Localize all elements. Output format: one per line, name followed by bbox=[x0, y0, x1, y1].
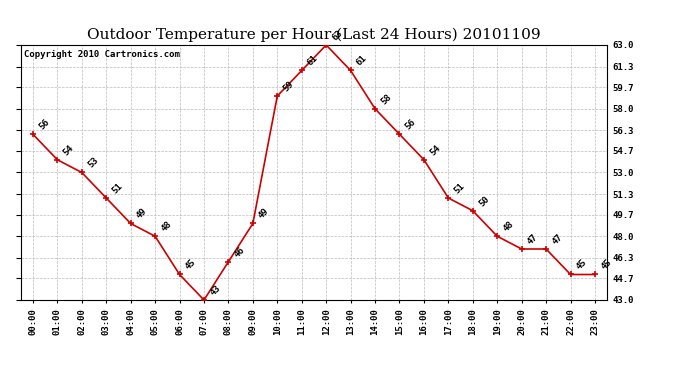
Text: Copyright 2010 Cartronics.com: Copyright 2010 Cartronics.com bbox=[23, 50, 179, 59]
Text: 54: 54 bbox=[428, 143, 442, 157]
Text: 63: 63 bbox=[331, 28, 344, 42]
Text: 47: 47 bbox=[550, 232, 564, 246]
Text: 49: 49 bbox=[257, 207, 271, 221]
Text: 58: 58 bbox=[380, 92, 393, 106]
Text: 46: 46 bbox=[233, 245, 246, 259]
Text: 54: 54 bbox=[61, 143, 75, 157]
Text: 45: 45 bbox=[575, 258, 589, 272]
Text: 48: 48 bbox=[159, 219, 173, 234]
Text: 43: 43 bbox=[208, 283, 222, 297]
Text: 53: 53 bbox=[86, 156, 100, 170]
Text: 61: 61 bbox=[306, 54, 320, 68]
Text: 56: 56 bbox=[37, 117, 51, 132]
Text: 45: 45 bbox=[599, 258, 613, 272]
Text: 48: 48 bbox=[502, 219, 515, 234]
Text: 61: 61 bbox=[355, 54, 368, 68]
Text: 49: 49 bbox=[135, 207, 149, 221]
Text: 50: 50 bbox=[477, 194, 491, 208]
Text: 51: 51 bbox=[110, 181, 124, 195]
Text: 51: 51 bbox=[453, 181, 466, 195]
Text: 56: 56 bbox=[404, 117, 417, 132]
Text: 47: 47 bbox=[526, 232, 540, 246]
Text: 45: 45 bbox=[184, 258, 197, 272]
Text: 59: 59 bbox=[282, 79, 295, 93]
Title: Outdoor Temperature per Hour (Last 24 Hours) 20101109: Outdoor Temperature per Hour (Last 24 Ho… bbox=[87, 28, 541, 42]
